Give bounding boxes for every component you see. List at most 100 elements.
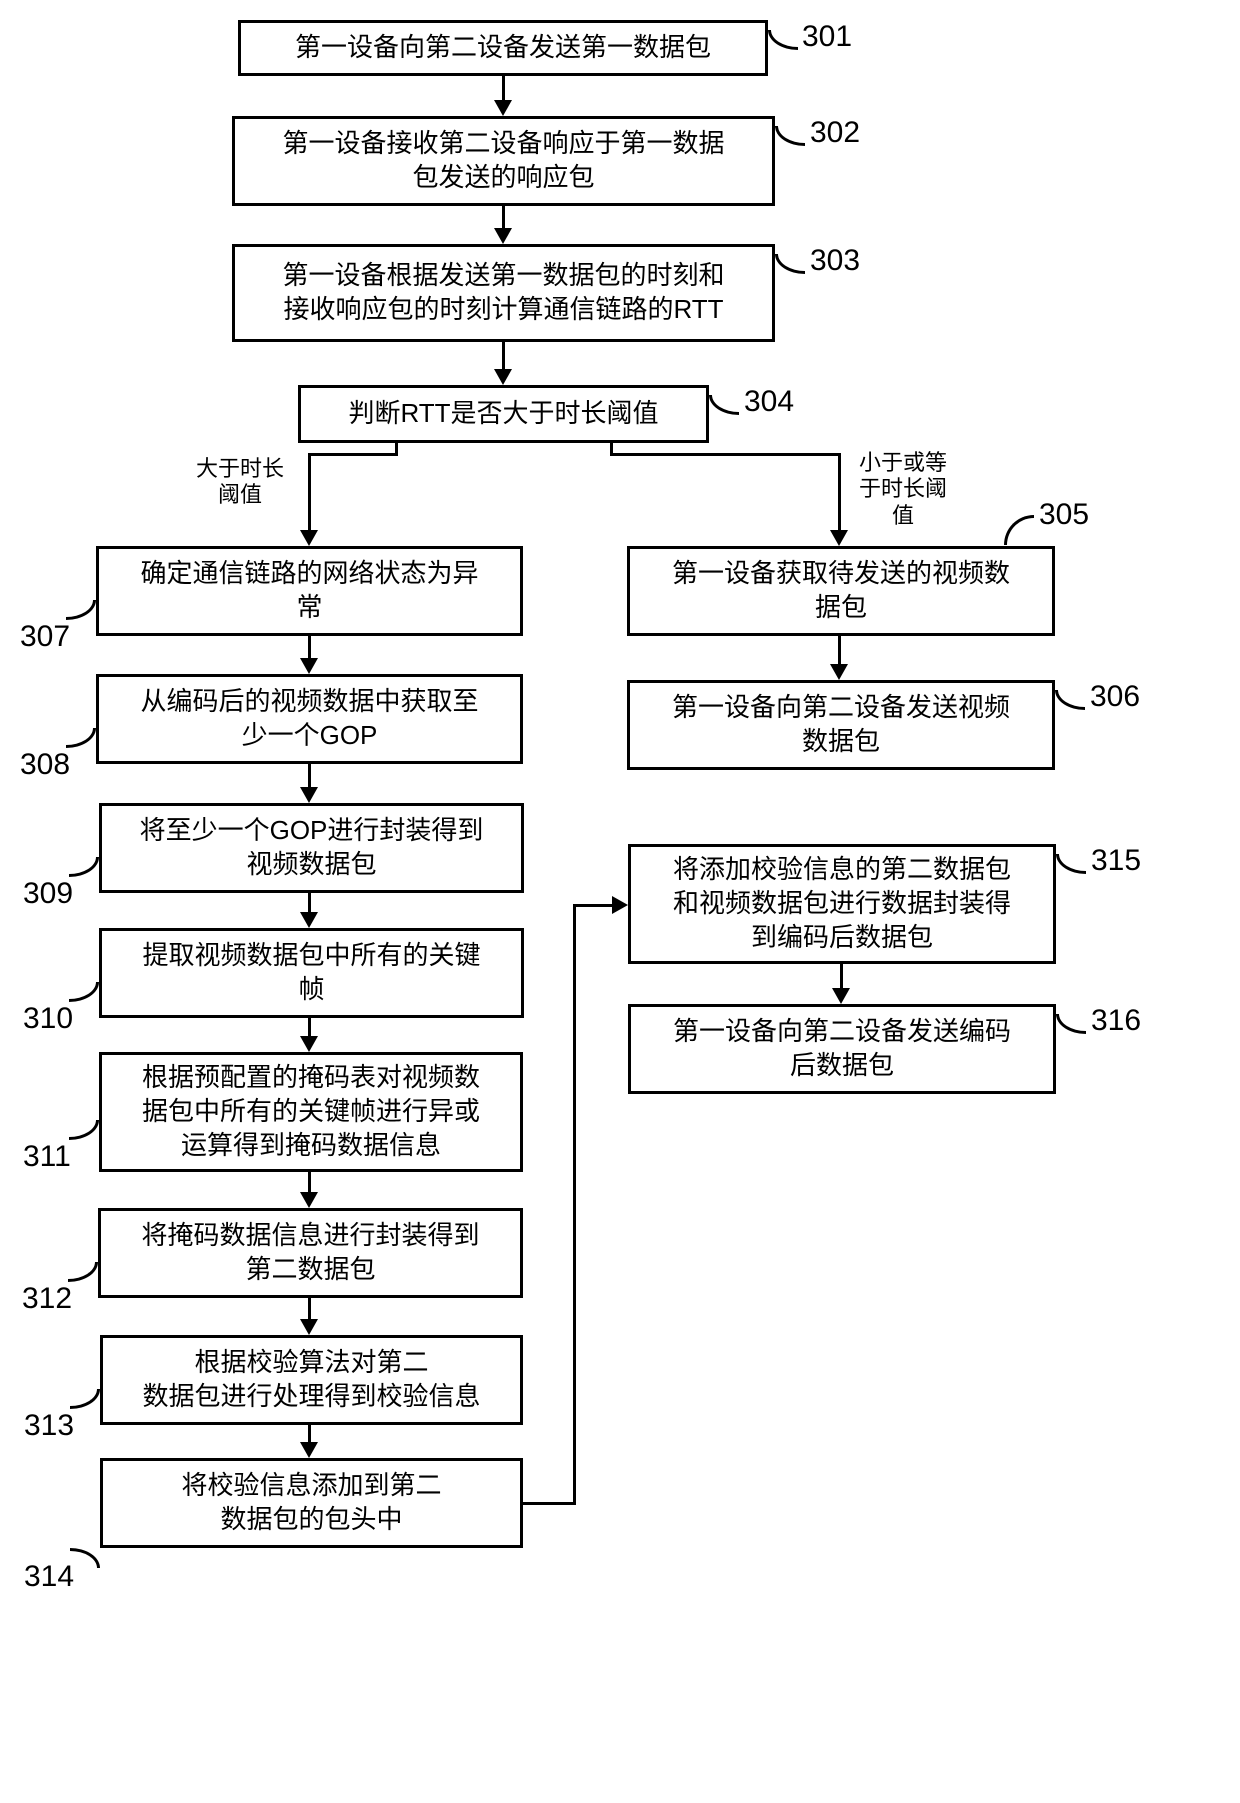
label-connector	[1056, 1014, 1086, 1034]
label-311: 311	[23, 1140, 71, 1174]
label-connector	[1056, 854, 1086, 874]
label-313: 313	[24, 1409, 74, 1443]
arrow-head	[494, 100, 512, 116]
box-text: 第一设备获取待发送的视频数 据包	[672, 557, 1010, 625]
box-315: 将添加校验信息的第二数据包 和视频数据包进行数据封装得 到编码后数据包	[628, 844, 1056, 964]
label-308: 308	[20, 748, 70, 782]
arrow-head	[494, 369, 512, 385]
arrow	[308, 1425, 311, 1443]
label-connector	[775, 254, 805, 274]
box-304: 判断RTT是否大于时长阈值	[298, 385, 709, 443]
arrow	[610, 453, 841, 456]
arrow	[308, 1018, 311, 1037]
box-305: 第一设备获取待发送的视频数 据包	[627, 546, 1055, 636]
arrow	[838, 453, 841, 531]
arrow	[502, 342, 505, 370]
box-308: 从编码后的视频数据中获取至 少一个GOP	[96, 674, 523, 764]
arrow-head	[612, 896, 628, 914]
arrow	[573, 904, 613, 907]
box-text: 第一设备向第二设备发送第一数据包	[295, 31, 711, 65]
arrow-head	[830, 530, 848, 546]
arrow	[523, 1502, 573, 1505]
box-text: 确定通信链路的网络状态为异 常	[140, 557, 478, 625]
box-text: 将校验信息添加到第二 数据包的包头中	[181, 1469, 441, 1537]
arrow	[308, 1298, 311, 1320]
label-304: 304	[744, 385, 794, 419]
arrow	[308, 453, 398, 456]
label-connector	[69, 1120, 99, 1140]
label-connector	[66, 728, 96, 748]
label-connector	[70, 1548, 100, 1568]
box-309: 将至少一个GOP进行封装得到 视频数据包	[99, 803, 524, 893]
arrow-head	[830, 664, 848, 680]
label-301: 301	[802, 20, 852, 54]
arrow-head	[494, 228, 512, 244]
arrow	[502, 76, 505, 101]
arrow-head	[832, 988, 850, 1004]
arrow	[610, 443, 613, 453]
box-text: 将至少一个GOP进行封装得到 视频数据包	[140, 814, 484, 882]
arrow-head	[300, 1319, 318, 1335]
label-connector	[70, 1389, 100, 1409]
branch-label-right: 小于或等 于时长阈 值	[853, 450, 953, 529]
label-connector	[775, 126, 805, 146]
box-text: 第一设备向第二设备发送编码 后数据包	[673, 1015, 1011, 1083]
box-text: 判断RTT是否大于时长阈值	[348, 397, 658, 431]
box-text: 第一设备接收第二设备响应于第一数据 包发送的响应包	[282, 127, 724, 195]
arrow	[308, 1172, 311, 1193]
label-connector	[768, 30, 798, 50]
box-311: 根据预配置的掩码表对视频数 据包中所有的关键帧进行异或 运算得到掩码数据信息	[99, 1052, 523, 1172]
box-313: 根据校验算法对第二 数据包进行处理得到校验信息	[100, 1335, 523, 1425]
arrow-head	[300, 1192, 318, 1208]
label-305: 305	[1039, 498, 1089, 532]
box-316: 第一设备向第二设备发送编码 后数据包	[628, 1004, 1056, 1094]
arrow-head	[300, 787, 318, 803]
box-307: 确定通信链路的网络状态为异 常	[96, 546, 523, 636]
label-315: 315	[1091, 844, 1141, 878]
flowchart-container: 第一设备向第二设备发送第一数据包 301 第一设备接收第二设备响应于第一数据 包…	[20, 20, 1220, 1783]
box-302: 第一设备接收第二设备响应于第一数据 包发送的响应包	[232, 116, 775, 206]
arrow	[502, 206, 505, 229]
label-connector	[66, 600, 96, 620]
label-307: 307	[20, 620, 70, 654]
box-text: 根据校验算法对第二 数据包进行处理得到校验信息	[142, 1346, 480, 1414]
label-connector	[68, 1262, 98, 1282]
label-316: 316	[1091, 1004, 1141, 1038]
arrow	[838, 636, 841, 665]
label-connector	[69, 857, 99, 877]
label-302: 302	[810, 116, 860, 150]
arrow-head	[300, 658, 318, 674]
arrow	[308, 636, 311, 659]
label-309: 309	[23, 877, 73, 911]
box-301: 第一设备向第二设备发送第一数据包	[238, 20, 768, 76]
box-text: 将掩码数据信息进行封装得到 第二数据包	[141, 1219, 479, 1287]
arrow	[395, 443, 398, 453]
box-text: 提取视频数据包中所有的关键 帧	[142, 939, 480, 1007]
arrow-head	[300, 530, 318, 546]
arrow-head	[300, 1442, 318, 1458]
box-text: 从编码后的视频数据中获取至 少一个GOP	[140, 685, 478, 753]
arrow	[840, 964, 843, 989]
label-connector	[709, 395, 739, 415]
label-314: 314	[24, 1560, 74, 1594]
box-text: 第一设备向第二设备发送视频 数据包	[672, 691, 1010, 759]
box-306: 第一设备向第二设备发送视频 数据包	[627, 680, 1055, 770]
label-310: 310	[23, 1002, 73, 1036]
box-312: 将掩码数据信息进行封装得到 第二数据包	[98, 1208, 523, 1298]
arrow-head	[300, 1036, 318, 1052]
box-text: 第一设备根据发送第一数据包的时刻和 接收响应包的时刻计算通信链路的RTT	[282, 259, 724, 327]
label-306: 306	[1090, 680, 1140, 714]
box-310: 提取视频数据包中所有的关键 帧	[99, 928, 524, 1018]
box-text: 将添加校验信息的第二数据包 和视频数据包进行数据封装得 到编码后数据包	[673, 853, 1011, 954]
label-connector	[69, 982, 99, 1002]
arrow-head	[300, 912, 318, 928]
box-text: 根据预配置的掩码表对视频数 据包中所有的关键帧进行异或 运算得到掩码数据信息	[142, 1061, 480, 1162]
branch-label-left: 大于时长 阈值	[190, 456, 290, 509]
label-303: 303	[810, 244, 860, 278]
box-314: 将校验信息添加到第二 数据包的包头中	[100, 1458, 523, 1548]
box-303: 第一设备根据发送第一数据包的时刻和 接收响应包的时刻计算通信链路的RTT	[232, 244, 775, 342]
arrow	[308, 453, 311, 531]
arrow	[573, 904, 576, 1505]
arrow	[308, 893, 311, 913]
arrow	[308, 764, 311, 788]
